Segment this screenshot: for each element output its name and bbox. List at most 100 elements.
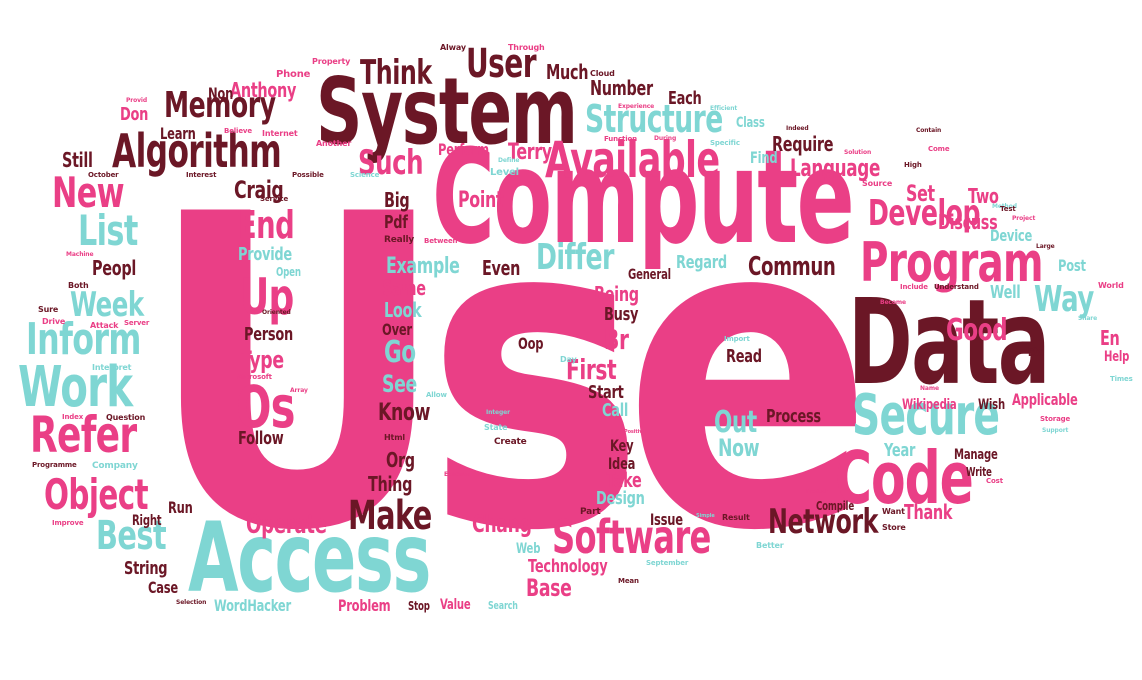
word-go: Go	[384, 335, 416, 370]
word-os: Os	[236, 373, 296, 441]
word-org: Org	[386, 448, 415, 472]
word-pdf: Pdf	[384, 212, 408, 233]
word-problem: Problem	[338, 596, 391, 615]
word-post: Post	[1058, 256, 1086, 275]
word-times: Times	[1110, 375, 1133, 383]
word-wikipedia: Wikipedia	[902, 397, 957, 413]
word-refer: Refer	[30, 406, 137, 464]
word-understand: Understand	[934, 283, 979, 291]
word-being: Being	[594, 282, 639, 306]
word-device: Device	[990, 226, 1033, 245]
word-better: Better	[756, 541, 784, 550]
word-another: Another	[316, 139, 352, 148]
word-general: General	[628, 267, 671, 283]
word-thank: Thank	[904, 500, 953, 524]
word-new: New	[52, 168, 125, 217]
word-require: Require	[772, 132, 834, 156]
word-available: Available	[545, 131, 720, 189]
word-list: List	[78, 206, 138, 255]
word-state: State	[484, 423, 508, 432]
word-index: Index	[62, 413, 84, 421]
word-discuss: Discuss	[938, 210, 998, 234]
word-first: First	[566, 353, 617, 386]
word-help: Help	[1104, 349, 1130, 365]
word-much: Much	[546, 60, 589, 84]
word-import: Import	[724, 335, 750, 343]
word-case: Case	[148, 578, 178, 597]
word-up: Up	[240, 268, 294, 326]
word-science: Science	[350, 171, 380, 179]
word-part: Part	[580, 507, 601, 517]
word-type: Type	[240, 346, 284, 374]
word-point: Point	[458, 188, 504, 213]
word-positiv: Positiv	[624, 429, 643, 435]
word-commun: Commun	[748, 252, 836, 282]
word-system: System	[316, 58, 578, 165]
word-between: Between	[424, 237, 458, 245]
word-wordhacker: WordHacker	[214, 596, 291, 615]
word-applicable: Applicable	[1012, 390, 1078, 409]
word-cost: Cost	[986, 477, 1003, 485]
word-program: Program	[860, 231, 1043, 294]
word-terry: Terry	[508, 140, 552, 165]
word-really: Really	[384, 235, 415, 245]
word-october: October	[88, 171, 119, 179]
word-become: Become	[880, 299, 906, 306]
word-property: Property	[312, 57, 351, 66]
word-solution: Solution	[844, 149, 872, 156]
word-contain: Contain	[916, 127, 942, 134]
word-include: Include	[900, 283, 928, 291]
word-number: Number	[590, 76, 653, 100]
word-data: Data	[848, 273, 1050, 411]
word-regard: Regard	[676, 252, 727, 273]
word-compute: Compute	[432, 121, 855, 273]
word-work: Work	[18, 355, 133, 420]
word-string: String	[124, 558, 168, 579]
word-br: Br	[604, 323, 629, 356]
word-year: Year	[884, 440, 916, 461]
word-idea: Idea	[608, 454, 636, 473]
word-come: Come	[928, 145, 950, 153]
word-day: Day	[560, 355, 577, 364]
word-create: Create	[494, 437, 527, 447]
word-store: Store	[882, 523, 906, 532]
word-company: Company	[92, 461, 138, 471]
word-code: Code	[835, 436, 974, 520]
word-thing: Thing	[368, 472, 413, 496]
word-sure: Sure	[38, 305, 59, 314]
word-know: Know	[378, 398, 431, 426]
word-oriented: Oriented	[262, 309, 291, 316]
word-over: Over	[382, 320, 412, 339]
word-interpret: Interpret	[92, 363, 132, 372]
word-algorithm: Algorithm	[112, 124, 282, 178]
word-big: Big	[384, 188, 410, 212]
word-see: See	[382, 370, 417, 398]
word-world: World	[1098, 281, 1124, 290]
word-simple: Simple	[696, 513, 715, 519]
word-perform: Perform	[438, 140, 489, 159]
word-key: Key	[610, 436, 634, 455]
word-experience: Experience	[618, 103, 655, 110]
word-learn: Learn	[160, 124, 196, 143]
word-think: Think	[360, 53, 432, 93]
word-find: Find	[750, 148, 778, 167]
word-oop: Oop	[518, 334, 544, 353]
word-storage: Storage	[1040, 415, 1071, 423]
word-phone: Phone	[276, 69, 311, 80]
word-take: Take	[606, 468, 642, 492]
word-busy: Busy	[604, 304, 639, 325]
word-start: Start	[588, 382, 624, 403]
word-operate: Operate	[246, 510, 327, 540]
word-microsoft: Microsoft	[236, 373, 272, 381]
word-share: Share	[1078, 315, 1098, 322]
word-non: Non	[208, 84, 234, 103]
word-believe: Believe	[224, 127, 252, 135]
word-define: Define	[498, 157, 520, 164]
word-want: Want	[882, 507, 905, 516]
word-high: High	[904, 161, 922, 169]
word-anthony: Anthony	[230, 78, 297, 102]
word-programme: Programme	[32, 461, 77, 469]
word-web: Web	[516, 541, 541, 557]
word-server: Server	[124, 319, 150, 327]
